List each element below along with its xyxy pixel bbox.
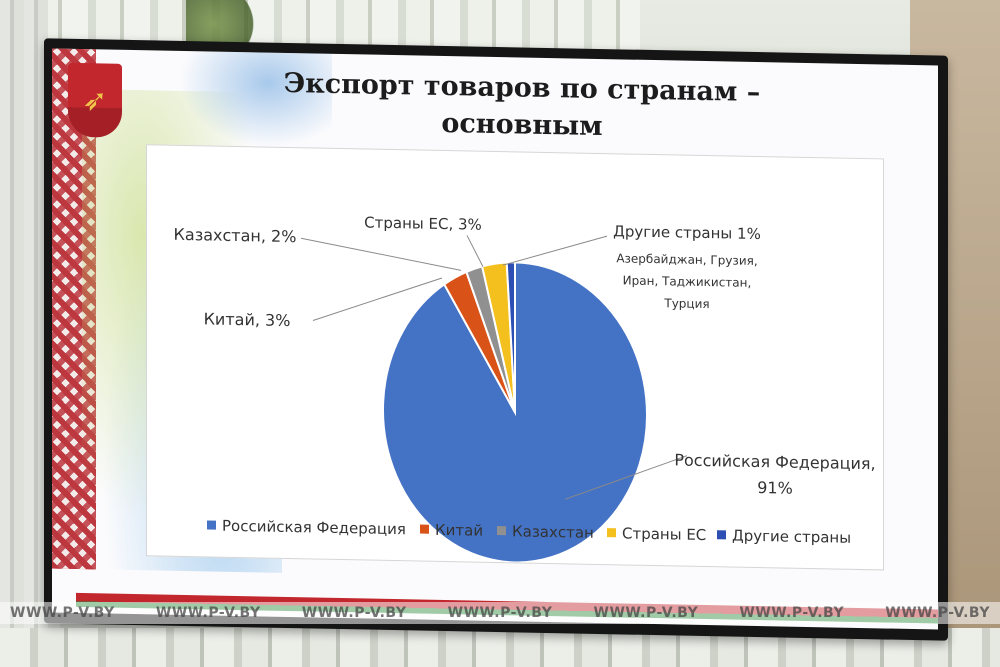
- legend-swatch-eu: [607, 528, 616, 538]
- legend-swatch-other: [717, 530, 726, 540]
- leader-russia: [564, 455, 688, 500]
- coat-of-arms-icon: ➶: [68, 62, 122, 138]
- data-label-other: Другие страны 1%: [613, 222, 761, 243]
- left-curtain: [0, 0, 48, 667]
- legend-label-kazakhstan: Казахстан: [512, 522, 594, 542]
- watermark-text: WWW.P-V.BY: [885, 605, 990, 621]
- presentation-monitor: ➶ Экспорт товаров по странам – основным …: [44, 38, 948, 641]
- legend-label-eu: Страны ЕС: [622, 524, 706, 544]
- bow-arrow-icon: ➶: [82, 82, 108, 119]
- slide-title-line1: Экспорт товаров по странам – основным: [283, 67, 761, 143]
- watermark-text: WWW.P-V.BY: [301, 605, 407, 621]
- watermark-text: WWW.P-V.BY: [10, 605, 115, 621]
- watermark-text: WWW.P-V.BY: [447, 605, 553, 621]
- pie-chart: Российская Федерация, 91% Китай, 3% Каза…: [174, 213, 876, 564]
- pie-slices: [382, 261, 648, 564]
- legend-swatch-russia: [207, 520, 216, 530]
- chart-legend: Российская Федерация Китай Казахстан Стр…: [207, 517, 851, 547]
- leader-eu: [466, 235, 484, 267]
- watermark-text: WWW.P-V.BY: [739, 605, 845, 621]
- chart-area: Российская Федерация, 91% Китай, 3% Каза…: [146, 144, 884, 571]
- legend-swatch-china: [420, 524, 429, 534]
- data-label-other-note3: Турция: [663, 296, 709, 311]
- leader-other: [502, 235, 608, 266]
- data-label-china: Китай, 3%: [204, 309, 291, 330]
- leader-china: [312, 277, 443, 321]
- watermark-text: WWW.P-V.BY: [155, 605, 261, 621]
- data-label-kazakhstan: Казахстан, 2%: [174, 225, 297, 246]
- data-label-russia-line1: Российская Федерация,: [674, 450, 875, 473]
- legend-label-other: Другие страны: [732, 527, 851, 547]
- slide-screen: ➶ Экспорт товаров по странам – основным …: [52, 48, 938, 630]
- watermark-text: WWW.P-V.BY: [593, 605, 699, 621]
- watermark-strip: WWW.P-V.BY WWW.P-V.BY WWW.P-V.BY WWW.P-V…: [0, 602, 1000, 624]
- leader-kazakhstan: [300, 237, 462, 271]
- data-label-eu: Страны ЕС, 3%: [364, 213, 482, 233]
- data-label-other-note2: Иран, Таджикистан,: [623, 273, 752, 289]
- legend-label-russia: Российская Федерация: [222, 517, 406, 539]
- data-label-russia-line2: 91%: [757, 478, 793, 498]
- pie-slice-4: [505, 261, 516, 413]
- legend-swatch-kazakhstan: [497, 526, 506, 536]
- data-label-other-note1: Азербайджан, Грузия,: [616, 251, 757, 268]
- legend-label-china: Китай: [435, 521, 483, 540]
